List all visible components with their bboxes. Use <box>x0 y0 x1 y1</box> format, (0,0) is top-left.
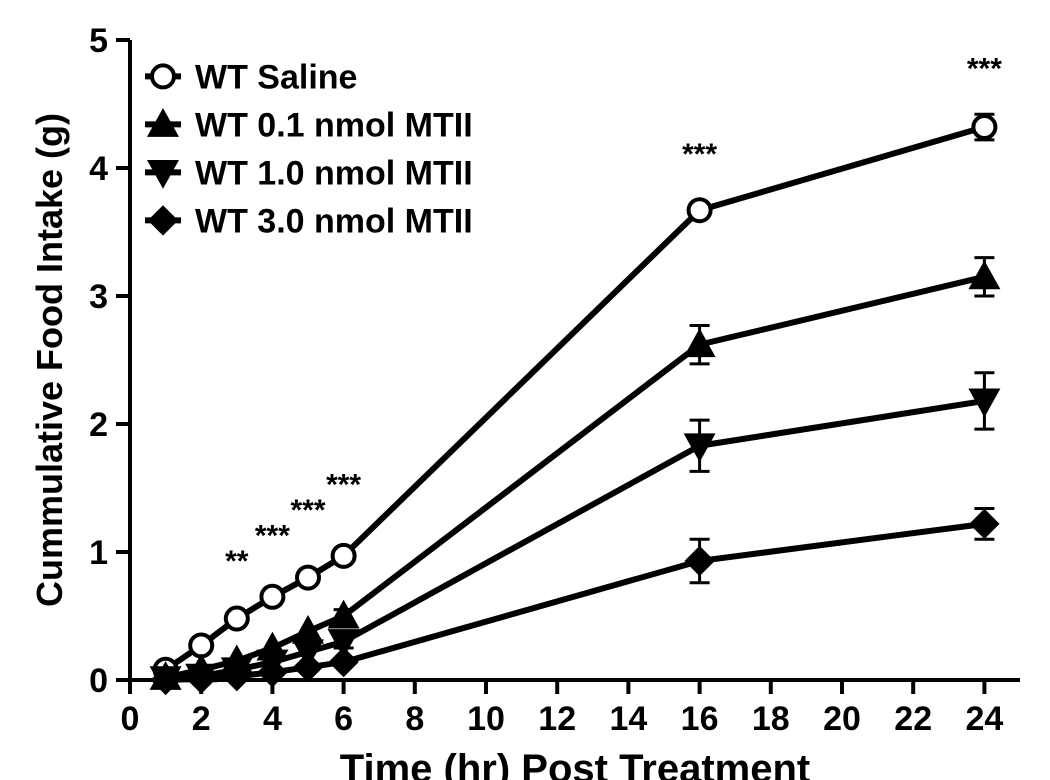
y-axis-label: Cummulative Food Intake (g) <box>29 113 70 607</box>
svg-text:10: 10 <box>467 700 505 738</box>
svg-text:2: 2 <box>192 700 211 738</box>
significance-marker: *** <box>682 138 717 171</box>
chart-container: 024681012141618202224012345Time (hr) Pos… <box>0 0 1050 780</box>
svg-text:4: 4 <box>89 150 108 188</box>
svg-text:0: 0 <box>121 700 140 738</box>
significance-marker: *** <box>967 52 1002 85</box>
svg-text:3: 3 <box>89 278 108 316</box>
significance-marker: ** <box>225 545 249 578</box>
x-axis-label: Time (hr) Post Treatment <box>340 747 810 780</box>
significance-marker: *** <box>326 468 361 501</box>
svg-text:16: 16 <box>681 700 719 738</box>
svg-text:18: 18 <box>752 700 790 738</box>
svg-text:0: 0 <box>89 662 108 700</box>
legend-item-label: WT Saline <box>195 58 357 96</box>
legend-item-label: WT 1.0 nmol MTII <box>195 154 473 192</box>
svg-text:8: 8 <box>405 700 424 738</box>
svg-text:20: 20 <box>823 700 861 738</box>
svg-text:5: 5 <box>89 22 108 60</box>
svg-text:24: 24 <box>965 700 1003 738</box>
legend-item-label: WT 3.0 nmol MTII <box>195 202 473 240</box>
svg-text:1: 1 <box>89 534 108 572</box>
significance-marker: *** <box>255 520 290 553</box>
svg-text:14: 14 <box>609 700 647 738</box>
legend-item-label: WT 0.1 nmol MTII <box>195 106 473 144</box>
line-chart: 024681012141618202224012345Time (hr) Pos… <box>0 0 1050 780</box>
significance-marker: *** <box>290 494 325 527</box>
svg-text:12: 12 <box>538 700 576 738</box>
svg-text:22: 22 <box>894 700 932 738</box>
svg-text:6: 6 <box>334 700 353 738</box>
svg-text:2: 2 <box>89 406 108 444</box>
svg-text:4: 4 <box>263 700 282 738</box>
